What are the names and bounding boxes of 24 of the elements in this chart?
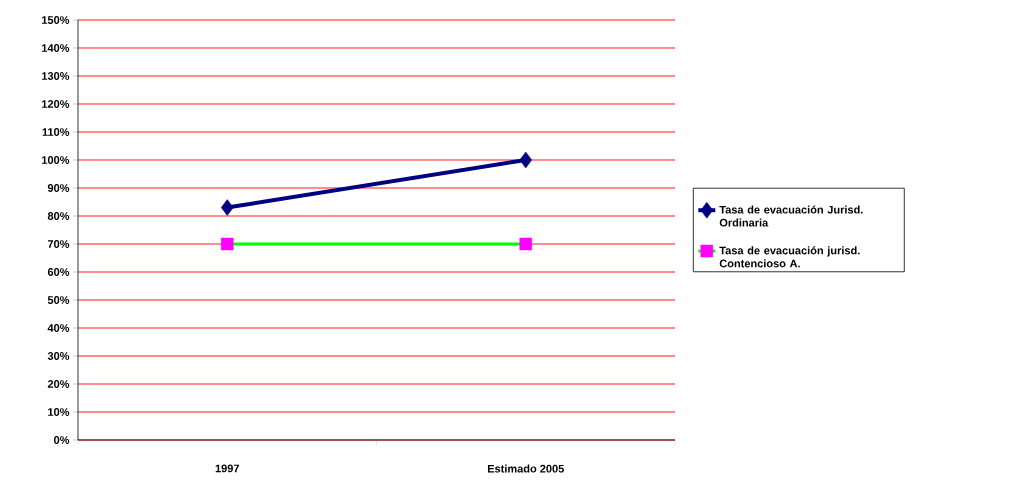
y-tick-label: 150% — [42, 16, 70, 24]
y-tick-label: 10% — [48, 408, 70, 416]
y-tick-label: 20% — [47, 380, 70, 388]
y-tick-label: 40% — [47, 324, 70, 332]
legend-label: Tasa de evacuación jurisd. Contencioso A. — [719, 246, 860, 268]
point — [519, 151, 532, 169]
y-tick-label: 0% — [54, 436, 70, 444]
y-tick-label: 110% — [42, 128, 70, 136]
point — [221, 199, 234, 216]
y-tick-label: 80% — [47, 212, 70, 220]
legend-label: Tasa de evacuación Jurisd. Ordinaria — [719, 205, 863, 227]
y-tick-label: 140% — [42, 44, 70, 52]
x-tick-label: Estimado 2005 — [487, 464, 564, 473]
y-tick-label: 50% — [47, 296, 70, 304]
y-tick-label: 90% — [47, 184, 70, 192]
point — [519, 237, 532, 251]
x-tick-label: 1997 — [215, 464, 239, 473]
y-tick-label: 60% — [47, 268, 70, 276]
y-tick-label: 130% — [42, 72, 70, 80]
y-tick-label: 30% — [47, 352, 70, 360]
y-tick-label: 70% — [47, 240, 70, 248]
point — [221, 237, 234, 251]
y-tick-label: 120% — [42, 100, 70, 108]
y-tick-label: 100% — [42, 156, 70, 164]
